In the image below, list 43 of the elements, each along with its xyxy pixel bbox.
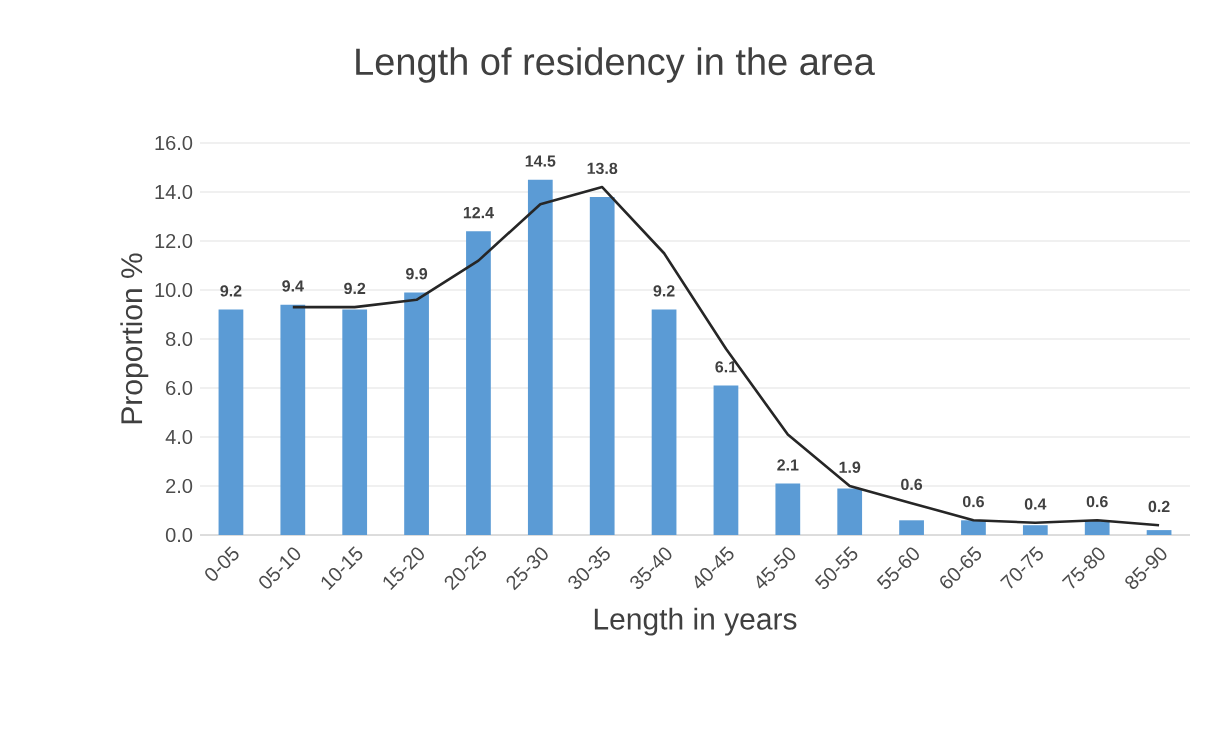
data-label: 9.2: [344, 282, 366, 295]
y-tick-label: 2.0: [166, 478, 193, 494]
bar: [589, 196, 615, 535]
bar: [775, 483, 801, 535]
y-tick-label: 0.0: [165, 527, 193, 543]
chart-title: Length of residency in the area: [356, 47, 875, 83]
data-label: 0.6: [901, 478, 923, 491]
data-label: 2.1: [777, 459, 799, 471]
data-label: 0.6: [1086, 495, 1108, 508]
bar: [280, 304, 306, 535]
data-label: 0.2: [1148, 500, 1170, 513]
data-label: 12.4: [463, 206, 494, 219]
bar: [1022, 525, 1048, 535]
y-tick-label: 10.0: [155, 282, 193, 298]
y-tick-label: 16.0: [155, 135, 193, 151]
data-label: 9.4: [282, 280, 304, 292]
bar: [899, 520, 924, 535]
y-tick-label: 6.0: [166, 380, 193, 396]
data-label: 9.2: [220, 285, 242, 297]
bar: [961, 520, 986, 535]
data-label: 13.8: [587, 162, 618, 175]
y-tick-label: 8.0: [166, 331, 193, 347]
y-axis-title: Proportion %: [120, 253, 149, 424]
data-label: 1.9: [839, 461, 861, 473]
bar: [342, 309, 368, 535]
bar: [713, 385, 739, 535]
y-tick-label: 4.0: [165, 429, 193, 445]
data-label: 0.6: [962, 495, 984, 508]
x-axis-title: Length in years: [594, 607, 797, 636]
data-label: 9.9: [406, 268, 428, 280]
bar: [466, 231, 491, 535]
data-label: 9.2: [653, 285, 675, 297]
data-label: 6.1: [715, 361, 737, 373]
data-label: 14.5: [525, 155, 556, 167]
bar: [837, 488, 863, 535]
bar: [651, 309, 677, 535]
y-tick-label: 12.0: [155, 233, 193, 249]
bar: [1146, 530, 1172, 535]
y-tick-label: 14.0: [155, 184, 193, 200]
bar: [218, 309, 244, 535]
bar: [527, 179, 553, 535]
bar: [404, 292, 429, 535]
data-label: 0.4: [1024, 498, 1047, 510]
